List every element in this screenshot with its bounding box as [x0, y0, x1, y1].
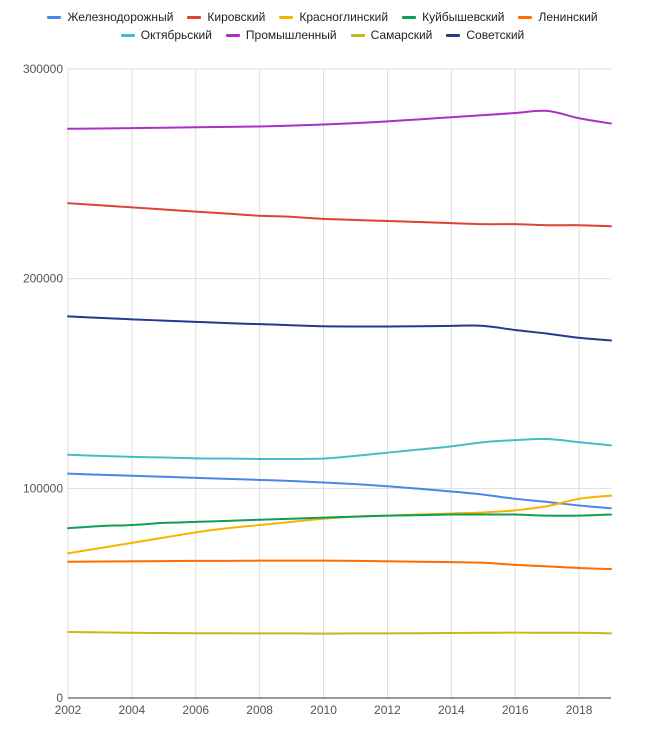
legend-label: Куйбышевский	[422, 10, 505, 24]
x-tick-label: 2002	[55, 703, 82, 717]
legend-swatch	[446, 33, 461, 37]
series-line-7	[67, 630, 612, 635]
legend-item-promyshlenny[interactable]: Промышленный	[225, 28, 337, 42]
series-line-5	[67, 437, 612, 461]
legend-label: Ленинский	[538, 10, 598, 24]
x-tick-label: 2006	[182, 703, 209, 717]
series-line-0	[67, 472, 612, 510]
y-tick-label: 100000	[23, 481, 63, 495]
x-tick-label: 2008	[246, 703, 273, 717]
legend-item-kuibyshevsky[interactable]: Куйбышевский	[402, 10, 504, 24]
series-line-8	[67, 315, 612, 342]
series-line-3	[67, 513, 612, 530]
legend-label: Промышленный	[245, 28, 337, 42]
legend-row-2: Октябрьский Промышленный Самарский Совет…	[0, 28, 645, 42]
legend-swatch	[279, 15, 294, 19]
y-tick-label: 0	[56, 691, 63, 705]
x-tick-label: 2012	[374, 703, 401, 717]
legend-swatch	[350, 33, 365, 37]
legend-item-leninsky[interactable]: Ленинский	[518, 10, 598, 24]
legend-label: Октябрьский	[140, 28, 212, 42]
legend-row-1: Железнодорожный Кировский Красноглинский…	[0, 10, 645, 24]
legend-label: Самарский	[370, 28, 433, 42]
x-tick-label: 2018	[566, 703, 593, 717]
legend-swatch	[225, 33, 240, 37]
x-tick-label: 2016	[502, 703, 529, 717]
x-tick-label: 2004	[119, 703, 146, 717]
legend-label: Железнодорожный	[67, 10, 174, 24]
legend-item-krasnoglinsky[interactable]: Красноглинский	[279, 10, 388, 24]
legend-item-sovetsky[interactable]: Советский	[446, 28, 524, 42]
legend-swatch	[187, 15, 202, 19]
series-line-6	[67, 109, 612, 130]
series-line-4	[67, 559, 612, 571]
legend-item-samarsky[interactable]: Самарский	[350, 28, 433, 42]
y-tick-label: 300000	[23, 62, 63, 76]
legend-swatch	[402, 15, 417, 19]
legend-label: Красноглинский	[299, 10, 389, 24]
legend-swatch	[47, 15, 62, 19]
legend-label: Советский	[466, 28, 525, 42]
x-tick-label: 2014	[438, 703, 465, 717]
legend-item-oktyabrsky[interactable]: Октябрьский	[120, 28, 212, 42]
legend-label: Кировский	[207, 10, 266, 24]
series-line-1	[67, 202, 612, 228]
legend-item-kirovsky[interactable]: Кировский	[187, 10, 265, 24]
legend-swatch	[518, 15, 533, 19]
legend-swatch	[120, 33, 135, 37]
legend-item-zheleznodorozhny[interactable]: Железнодорожный	[47, 10, 173, 24]
x-tick-label: 2010	[310, 703, 337, 717]
y-tick-label: 200000	[23, 272, 63, 286]
